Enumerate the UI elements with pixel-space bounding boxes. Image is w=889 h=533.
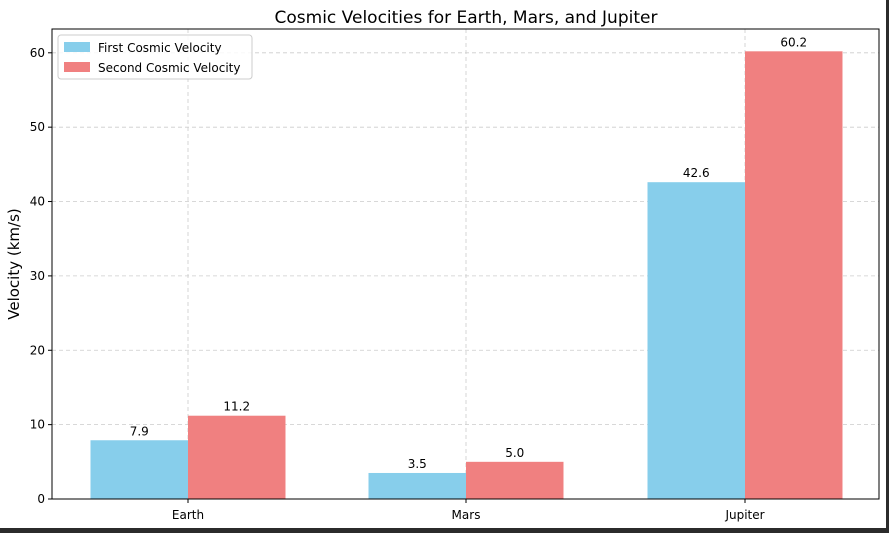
axis-ticks: 0 10 20 30 40 50 60 Earth Mars Jupiter bbox=[30, 46, 765, 522]
x-tick-label: Mars bbox=[452, 508, 481, 522]
data-label: 7.9 bbox=[130, 424, 149, 438]
y-tick-label: 0 bbox=[37, 492, 45, 506]
y-axis-label: Velocity (km/s) bbox=[5, 208, 23, 319]
data-label: 60.2 bbox=[780, 35, 807, 49]
bar bbox=[466, 461, 564, 499]
window-right-border bbox=[886, 0, 889, 528]
bars bbox=[90, 51, 843, 500]
y-tick-label: 60 bbox=[30, 46, 45, 60]
legend-box bbox=[57, 34, 253, 80]
bar bbox=[90, 440, 188, 499]
data-labels: 7.9 3.5 42.6 11.2 5.0 60.2 bbox=[130, 35, 807, 471]
data-label: 42.6 bbox=[683, 166, 710, 180]
y-tick-label: 30 bbox=[30, 269, 45, 283]
legend-swatch bbox=[64, 42, 90, 52]
y-tick-label: 10 bbox=[30, 418, 45, 432]
x-tick-label: Earth bbox=[172, 508, 204, 522]
data-label: 3.5 bbox=[408, 457, 427, 471]
bar bbox=[745, 51, 843, 500]
legend: First Cosmic Velocity Second Cosmic Veloc… bbox=[57, 34, 253, 80]
chart-title: Cosmic Velocities for Earth, Mars, and J… bbox=[275, 8, 658, 28]
x-tick-label: Jupiter bbox=[724, 508, 764, 522]
bar bbox=[188, 415, 286, 499]
bar bbox=[647, 182, 745, 499]
window-bottom-border bbox=[0, 528, 889, 533]
data-label: 11.2 bbox=[223, 400, 250, 414]
y-tick-label: 40 bbox=[30, 195, 45, 209]
legend-swatch bbox=[64, 62, 90, 72]
legend-entry: First Cosmic Velocity bbox=[98, 41, 222, 55]
bar bbox=[368, 472, 466, 499]
data-label: 5.0 bbox=[505, 446, 524, 460]
y-tick-label: 20 bbox=[30, 343, 45, 357]
legend-entry: Second Cosmic Velocity bbox=[98, 61, 240, 75]
y-tick-label: 50 bbox=[30, 120, 45, 134]
